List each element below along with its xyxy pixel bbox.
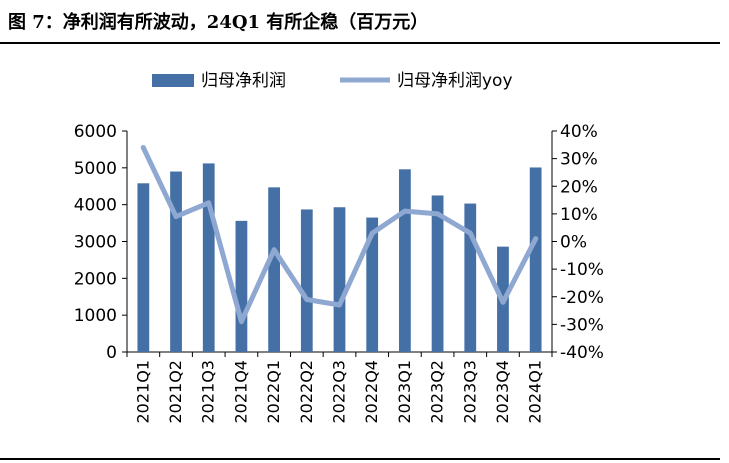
left-tick-label: 6000 [74,122,117,142]
x-tick-label: 2024Q1 [526,360,545,424]
bar [137,183,150,352]
right-tick-label: -30% [560,315,604,335]
yoy-point [467,230,473,236]
left-tick-label: 2000 [74,269,117,289]
x-tick-label: 2023Q1 [395,360,414,424]
right-tick-label: 20% [560,177,598,197]
bar [399,169,411,352]
bar [529,167,542,352]
right-axis-ticks: -40% -30% -20% -10% 0% 10% 20% 30% 40% [552,122,604,363]
yoy-point [369,230,375,236]
x-tick-label: 2021Q2 [166,360,185,424]
bar [431,195,444,352]
x-tick-label: 2021Q4 [231,360,250,424]
right-tick-label: 30% [560,150,598,170]
legend-bar-label: 归母净利润 [201,71,286,91]
x-axis-ticks: 2021Q1 2021Q2 2021Q3 2021Q4 2022Q1 2022Q2 2022… [126,352,553,424]
yoy-point [435,211,441,217]
x-tick-label: 2021Q1 [133,360,152,424]
bar [268,187,280,352]
x-tick-label: 2023Q2 [428,360,447,424]
x-tick-label: 2022Q4 [362,360,381,424]
right-tick-label: -20% [560,288,604,308]
right-tick-label: -10% [560,260,604,280]
yoy-point [337,302,342,308]
left-tick-label: 1000 [74,306,117,326]
title-underline [0,42,720,44]
x-tick-label: 2022Q2 [297,360,316,424]
left-tick-label: 4000 [74,196,117,216]
legend-bar-swatch [152,74,194,87]
x-tick-label: 2022Q3 [330,360,349,424]
left-tick-label: 5000 [74,159,117,179]
legend: 归母净利润 归母净利润yoy [152,71,513,91]
bar [333,207,346,352]
left-tick-label: 0 [106,343,117,363]
right-tick-label: -40% [560,343,604,363]
left-axis-ticks: 0 1000 2000 3000 4000 5000 6000 [74,122,127,363]
yoy-point [206,200,212,206]
yoy-point [402,208,408,214]
legend-line-label: 归母净利润yoy [397,71,513,91]
yoy-point [140,145,146,151]
right-tick-label: 10% [560,205,598,225]
bar [202,163,215,352]
bottom-rule [0,458,720,460]
yoy-point [271,247,277,253]
x-tick-label: 2023Q4 [493,360,512,424]
right-tick-label: 40% [560,122,598,142]
yoy-point [500,299,506,305]
bar [366,217,379,352]
left-tick-label: 3000 [74,233,117,253]
yoy-point [533,236,539,242]
bar [235,220,248,352]
yoy-point [304,297,310,303]
x-tick-label: 2023Q3 [460,360,479,424]
right-tick-label: 0% [560,233,587,253]
x-tick-label: 2021Q3 [199,360,218,424]
figure-title: 图 7：净利润有所波动，24Q1 有所企稳（百万元） [8,12,429,33]
yoy-point [238,319,244,325]
x-tick-label: 2022Q1 [264,360,283,424]
yoy-point [173,214,179,220]
line-series [140,145,539,325]
bar [464,203,477,352]
bar [300,209,313,352]
bar [170,171,182,352]
